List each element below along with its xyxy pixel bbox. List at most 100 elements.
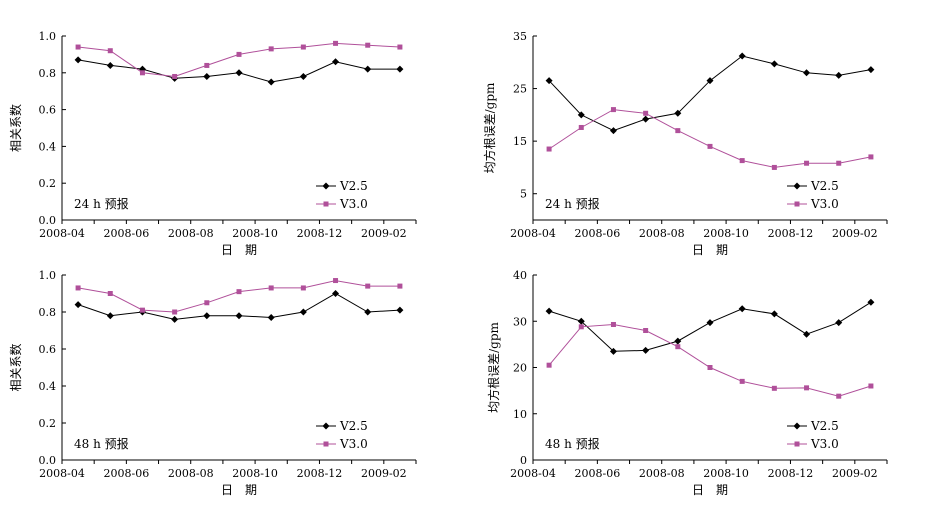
x-tick-label: 2008-12: [768, 467, 814, 480]
legend-marker-v30: [794, 441, 800, 447]
point-v30: [300, 285, 306, 291]
point-v25: [738, 52, 746, 60]
point-v25: [332, 58, 340, 66]
x-tick-label: 2008-08: [639, 467, 685, 480]
x-tick-label: 2008-06: [575, 227, 621, 240]
y-axis-title: 相关系数: [8, 343, 23, 391]
point-v25: [577, 317, 585, 325]
point-v30: [707, 365, 713, 370]
point-v25: [267, 78, 275, 86]
point-v30: [836, 160, 842, 166]
point-v25: [364, 308, 372, 316]
x-tick-label: 2009-02: [361, 467, 407, 480]
series-line-v25: [548, 55, 871, 132]
point-v30: [236, 51, 242, 57]
x-tick-label: 2008-12: [297, 467, 343, 480]
point-v25: [235, 312, 243, 320]
point-v25: [835, 71, 843, 79]
y-tick-label: 5: [520, 188, 527, 201]
point-v30: [610, 107, 616, 113]
point-v30: [643, 110, 649, 116]
point-v30: [268, 46, 274, 52]
y-axis-title: 均方根误差/gpm: [482, 82, 497, 173]
y-tick-label: 0.6: [39, 104, 57, 117]
y-tick-label: 10: [513, 408, 527, 421]
point-v25: [396, 306, 404, 314]
panel-corr-48h: 0.0 0.2 0.4 0.6 0.8 1.0 2008-04 2008-06 2008-08 2…: [8, 269, 417, 497]
point-v30: [578, 324, 584, 330]
point-v30: [300, 44, 306, 50]
point-v30: [75, 44, 81, 50]
x-tick-label: 2009-02: [361, 227, 407, 240]
x-tick-label: 2008-08: [168, 227, 214, 240]
point-v30: [868, 383, 874, 389]
point-v25: [609, 127, 617, 135]
point-v30: [333, 40, 339, 46]
point-v30: [204, 62, 210, 68]
point-v30: [771, 164, 777, 170]
x-tick-label: 2008-08: [168, 467, 214, 480]
x-axis-title: 日 期: [692, 243, 728, 257]
x-axis-title: 日 期: [692, 483, 728, 497]
x-tick-label: 2008-10: [703, 227, 749, 240]
point-v25: [642, 346, 650, 354]
forecast-annotation: 24 h 预报: [74, 196, 129, 211]
point-v30: [643, 328, 649, 333]
y-tick-label: 0.8: [39, 67, 57, 80]
series-line-v30: [548, 109, 871, 168]
y-tick-label: 1.0: [39, 30, 57, 43]
point-v25: [332, 290, 340, 297]
point-v30: [771, 385, 777, 391]
legend-marker-v25: [793, 182, 801, 190]
legend-marker-v25: [793, 422, 801, 430]
point-v25: [74, 56, 82, 64]
y-tick-label: 0.8: [39, 306, 57, 319]
legend-marker-v30: [323, 201, 329, 207]
point-v30: [139, 70, 145, 76]
point-v25: [706, 77, 714, 85]
y-tick-label: 20: [513, 362, 527, 375]
point-v30: [610, 321, 616, 327]
point-v25: [803, 69, 811, 77]
point-v30: [333, 278, 339, 284]
point-v25: [235, 69, 243, 77]
point-v25: [545, 307, 553, 315]
point-v30: [172, 73, 178, 79]
y-tick-label: 0.4: [39, 380, 57, 393]
y-tick-label: 0.2: [39, 417, 57, 430]
point-v25: [642, 115, 650, 123]
point-v30: [868, 154, 874, 160]
y-tick-label: 25: [513, 83, 527, 96]
point-v25: [203, 312, 211, 320]
point-v25: [674, 109, 682, 117]
y-tick-label: 0: [520, 454, 527, 467]
point-v30: [397, 44, 403, 50]
x-tick-label: 2008-06: [104, 227, 150, 240]
x-tick-label: 2008-04: [39, 227, 85, 240]
point-v25: [267, 314, 275, 322]
forecast-annotation: 24 h 预报: [545, 196, 600, 211]
point-v25: [738, 305, 746, 313]
point-v30: [675, 344, 681, 350]
legend-label-v25: V2.5: [810, 179, 839, 193]
y-tick-label: 40: [513, 269, 527, 282]
point-v25: [770, 60, 778, 68]
legend-label-v30: V3.0: [810, 197, 839, 211]
point-v30: [365, 283, 371, 289]
point-v30: [836, 393, 842, 399]
x-tick-label: 2008-06: [104, 467, 150, 480]
point-v30: [204, 300, 210, 306]
point-v30: [107, 291, 113, 296]
y-tick-label: 0.0: [39, 454, 57, 467]
y-tick-label: 0.2: [39, 177, 57, 190]
point-v25: [396, 65, 404, 73]
point-v30: [107, 48, 113, 54]
panel-corr-24h: 0.0 0.2 0.4 0.6 0.8 1.0 2008-04 2008-06 2008-08 2…: [8, 30, 417, 257]
x-tick-label: 2008-12: [768, 227, 814, 240]
y-tick-label: 0.4: [39, 140, 57, 153]
y-tick-label: 35: [513, 30, 527, 43]
point-v25: [609, 347, 617, 355]
point-v30: [707, 143, 713, 149]
point-v25: [106, 61, 114, 69]
